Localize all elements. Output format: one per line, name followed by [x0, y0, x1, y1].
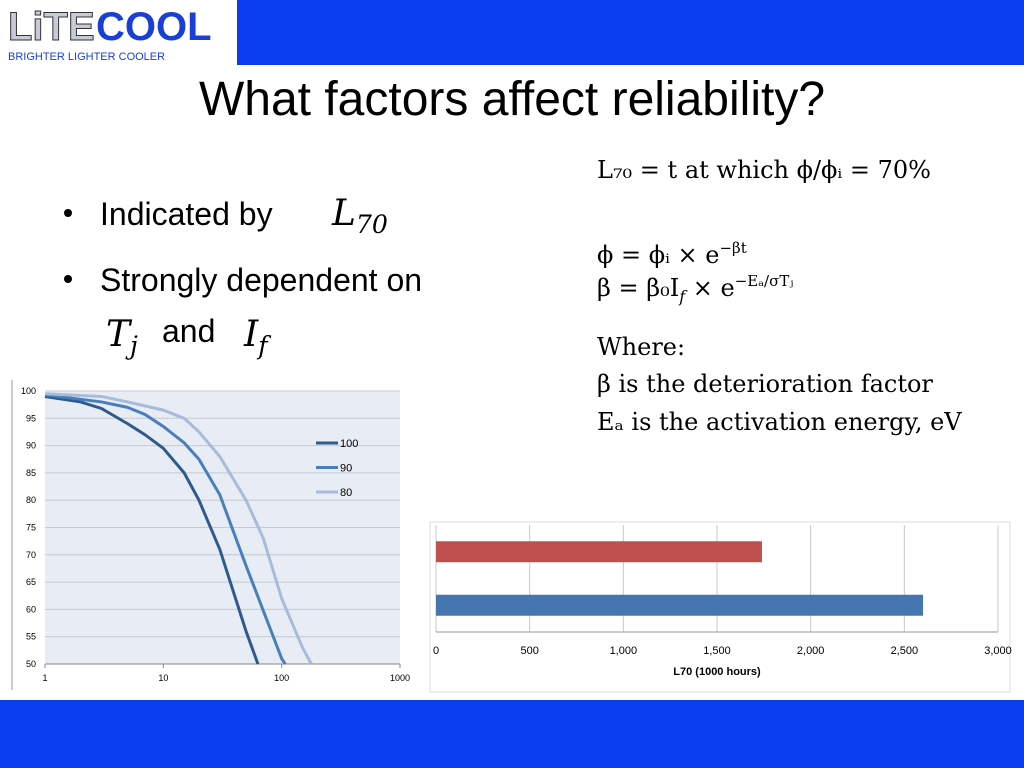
legend-label: 100: [340, 438, 358, 450]
x-tick-label: 1,000: [610, 645, 638, 657]
x-tick-label: 500: [520, 645, 538, 657]
line-series: [44, 394, 260, 665]
x-tick-label: 2,000: [797, 645, 825, 657]
bullets: Indicated by L70 Strongly dependent on Tj an…: [64, 193, 422, 360]
equations: L₇₀ = t at which ϕ/ϕᵢ = 70% ϕ = ϕᵢ × e−βt…: [597, 156, 962, 436]
bullet-math: Tj: [106, 314, 138, 360]
bar-chart: 0 500 1,000 1,500 2,000 2,500 3,000 L70 (1000 h…: [433, 525, 1012, 678]
bullet-text: Indicated by: [100, 196, 273, 232]
legend-label: 90: [340, 463, 352, 475]
equation-text: β = β₀I: [597, 274, 679, 302]
x-tick-label: 3,000: [984, 645, 1012, 657]
x-axis-label: L70 (1000 hours): [673, 666, 761, 678]
bar: [436, 594, 924, 616]
x-tick-label: 1: [42, 673, 47, 683]
y-tick-label: 100: [21, 386, 36, 396]
equation-sub: f: [678, 287, 688, 306]
x-tick-label: 10: [158, 673, 168, 683]
logo-cool: COOL: [96, 5, 212, 49]
legend-label: 80: [340, 487, 352, 499]
math-base: I: [243, 314, 259, 355]
y-tick-label: 90: [26, 441, 36, 451]
equation: Where:: [597, 333, 685, 361]
x-tick-label: 100: [274, 673, 289, 683]
math-sub: 70: [356, 210, 388, 239]
y-tick-label: 55: [26, 632, 36, 642]
bullet-math: If: [243, 314, 272, 360]
y-tick-label: 75: [26, 523, 36, 533]
logo-lite: LiTE: [8, 5, 95, 49]
y-tick-label: 95: [26, 413, 36, 423]
y-tick-label: 80: [26, 495, 36, 505]
logo-tagline: BRIGHTER LIGHTER COOLER: [8, 51, 165, 63]
equation-text: Eₐ is the activation energy, eV: [597, 408, 962, 436]
line-series: [44, 393, 287, 665]
y-tick-label: 65: [26, 577, 36, 587]
equation: β = β₀If × e−Eₐ/σTⱼ: [597, 272, 793, 306]
equation-text: Where:: [597, 333, 685, 361]
equation-sup: −Eₐ/σTⱼ: [735, 272, 794, 290]
x-tick-label: 2,500: [891, 645, 919, 657]
line-chart: 50 55 60 65 70 75 80 85 90 95 100 1 10 100 1000 100 90 80: [21, 386, 410, 683]
line-series: [44, 392, 313, 665]
equation: β is the deterioration factor: [597, 370, 933, 398]
math-base: L: [331, 193, 356, 234]
equation: ϕ = ϕᵢ × e−βt: [597, 239, 747, 269]
math-base: T: [106, 314, 133, 355]
y-tick-label: 60: [26, 604, 36, 614]
y-tick-label: 85: [26, 468, 36, 478]
bullet-text: Strongly dependent on: [100, 262, 422, 298]
x-tick-label: 1,500: [703, 645, 731, 657]
x-tick-label: 1000: [390, 673, 410, 683]
y-tick-label: 50: [26, 659, 36, 669]
equation-text: L₇₀ = t at which ϕ/ϕᵢ = 70%: [597, 156, 931, 184]
top-banner: [237, 0, 1024, 65]
bar: [436, 541, 762, 563]
equation-text: ϕ = ϕᵢ × e: [597, 241, 719, 269]
equation-sup: −βt: [719, 239, 746, 257]
y-tick-label: 70: [26, 550, 36, 560]
bottom-banner: [0, 700, 1024, 768]
equation: Eₐ is the activation energy, eV: [597, 408, 962, 436]
equation-text: × e: [685, 274, 735, 302]
equation-text: β is the deterioration factor: [597, 370, 933, 398]
bullet-math: L70: [331, 193, 388, 239]
slide-title: What factors affect reliability?: [199, 73, 825, 126]
bullet-joiner: and: [162, 313, 215, 349]
bullet-dot: [64, 275, 72, 283]
math-sub: f: [256, 331, 272, 360]
bullet-dot: [64, 209, 72, 217]
x-tick-label: 0: [433, 645, 439, 657]
equation: L₇₀ = t at which ϕ/ϕᵢ = 70%: [597, 156, 931, 184]
